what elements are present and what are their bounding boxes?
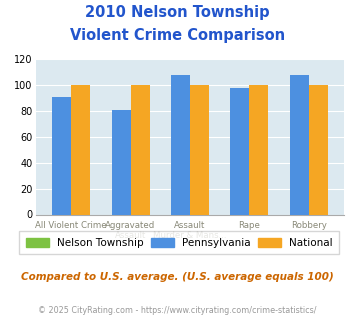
- Text: Violent Crime Comparison: Violent Crime Comparison: [70, 28, 285, 43]
- Bar: [290, 75, 309, 214]
- Text: Aggravated
Assault: Aggravated Assault: [105, 221, 155, 240]
- Text: Compared to U.S. average. (U.S. average equals 100): Compared to U.S. average. (U.S. average …: [21, 272, 334, 282]
- Bar: [71, 85, 90, 214]
- Legend: Nelson Township, Pennsylvania, National: Nelson Township, Pennsylvania, National: [20, 231, 339, 254]
- Bar: [171, 75, 190, 214]
- Bar: [190, 85, 209, 214]
- Text: Rape: Rape: [238, 221, 260, 230]
- Text: © 2025 CityRating.com - https://www.cityrating.com/crime-statistics/: © 2025 CityRating.com - https://www.city…: [38, 306, 317, 315]
- Bar: [111, 110, 131, 214]
- Text: All Violent Crime: All Violent Crime: [36, 221, 107, 230]
- Text: 2010 Nelson Township: 2010 Nelson Township: [85, 5, 270, 20]
- Bar: [230, 88, 249, 214]
- Bar: [309, 85, 328, 214]
- Text: Assault
Murder & Mans...: Assault Murder & Mans...: [153, 221, 227, 240]
- Bar: [52, 97, 71, 214]
- Text: Robbery: Robbery: [291, 221, 327, 230]
- Bar: [249, 85, 268, 214]
- Bar: [131, 85, 149, 214]
